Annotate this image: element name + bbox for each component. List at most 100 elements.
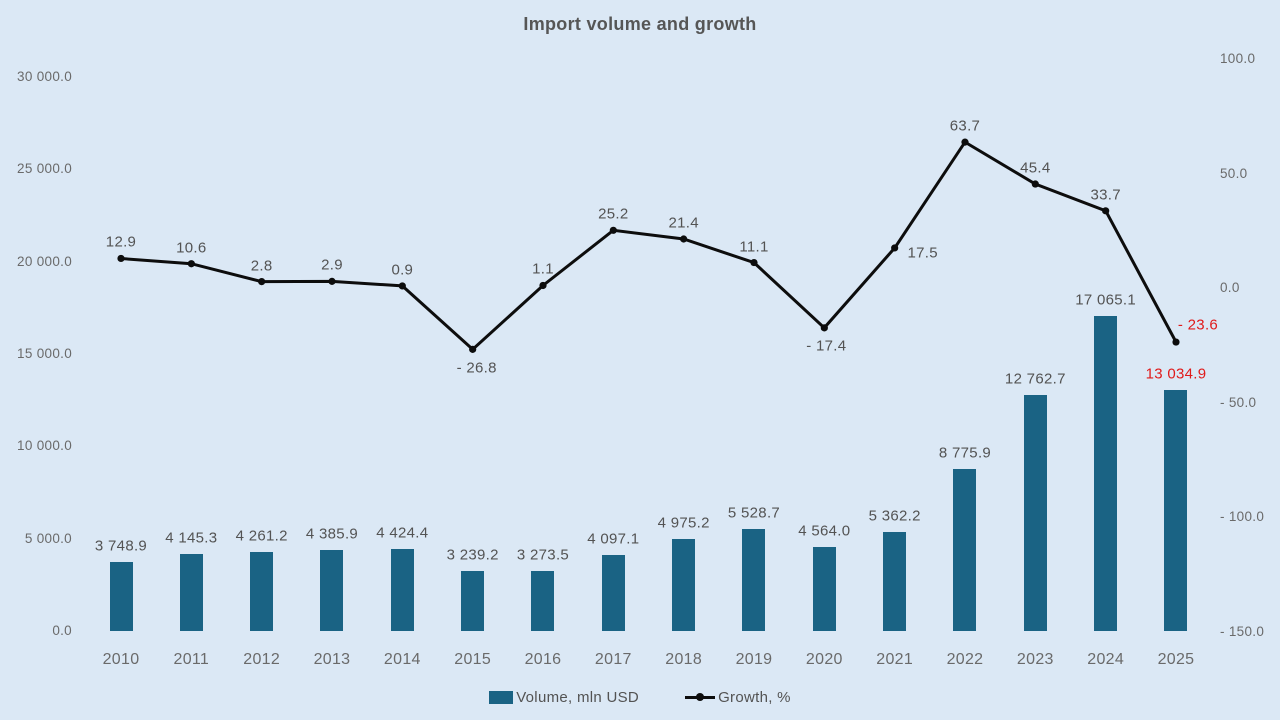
growth-point bbox=[539, 281, 547, 290]
volume-bar bbox=[109, 561, 133, 631]
volume-bar bbox=[601, 555, 625, 631]
growth-point bbox=[1031, 180, 1039, 188]
x-axis-label: 2013 bbox=[313, 651, 351, 668]
growth-point bbox=[820, 324, 828, 332]
volume-bar-label: 4 261.2 bbox=[235, 527, 288, 545]
volume-bar bbox=[320, 550, 344, 631]
volume-bar-label: 12 762.7 bbox=[1004, 370, 1066, 388]
left-axis-tick: 15 000.0 bbox=[17, 346, 72, 361]
left-axis-tick: 5 000.0 bbox=[24, 530, 72, 546]
growth-point-label: 33.7 bbox=[1090, 186, 1121, 204]
growth-point bbox=[961, 138, 969, 146]
legend-item-volume: Volume, mln USD bbox=[489, 689, 639, 706]
x-axis-label: 2011 bbox=[173, 651, 210, 668]
volume-bar-label: 4 097.1 bbox=[587, 530, 640, 548]
x-axis-label: 2024 bbox=[1087, 651, 1125, 668]
volume-bar bbox=[1023, 395, 1047, 631]
growth-point-label: 17.5 bbox=[907, 244, 938, 262]
x-axis-label: 2017 bbox=[594, 651, 632, 668]
volume-bar bbox=[953, 468, 977, 631]
volume-bar bbox=[250, 552, 274, 631]
volume-bar bbox=[390, 549, 414, 631]
volume-bar bbox=[883, 531, 907, 631]
left-axis-tick: 10 000.0 bbox=[17, 438, 72, 454]
volume-bar bbox=[742, 528, 766, 631]
left-axis-tick: 0.0 bbox=[52, 623, 72, 638]
x-axis-label: 2021 bbox=[876, 651, 914, 668]
volume-bar bbox=[179, 554, 203, 631]
growth-point bbox=[258, 277, 266, 286]
x-axis-label: 2020 bbox=[805, 651, 843, 668]
growth-point-label: 12.9 bbox=[105, 233, 137, 251]
volume-bar bbox=[461, 571, 485, 631]
volume-bar-label: 5 528.7 bbox=[727, 504, 781, 522]
x-axis-label: 2012 bbox=[243, 651, 281, 668]
x-axis-label: 2010 bbox=[102, 651, 140, 668]
growth-point bbox=[750, 258, 758, 267]
growth-point-label: - 17.4 bbox=[806, 337, 847, 355]
left-axis-tick: 20 000.0 bbox=[17, 253, 72, 269]
right-axis-tick: - 150.0 bbox=[1220, 623, 1265, 639]
volume-bar-label: 4 385.9 bbox=[305, 525, 359, 543]
growth-point bbox=[469, 345, 477, 353]
left-axis-tick: 25 000.0 bbox=[17, 161, 72, 177]
x-axis-label: 2022 bbox=[946, 651, 984, 668]
volume-bar-label: 4 424.4 bbox=[376, 524, 429, 542]
growth-point bbox=[328, 277, 336, 285]
chart-title: Import volume and growth bbox=[523, 14, 757, 34]
growth-point-label: 2.9 bbox=[321, 256, 343, 274]
right-axis-tick: 100.0 bbox=[1220, 51, 1256, 66]
volume-bar-label: 4 975.2 bbox=[657, 514, 710, 532]
growth-point bbox=[117, 254, 125, 263]
right-axis-tick: - 100.0 bbox=[1220, 509, 1265, 524]
right-axis-tick: 50.0 bbox=[1220, 165, 1248, 181]
right-axis-tick: - 50.0 bbox=[1220, 394, 1257, 410]
volume-bar-label: 5 362.2 bbox=[868, 507, 921, 525]
legend-label-volume: Volume, mln USD bbox=[516, 688, 640, 706]
volume-bar-label: 3 748.9 bbox=[94, 537, 148, 555]
growth-point bbox=[187, 260, 195, 268]
x-axis-label: 2014 bbox=[383, 651, 421, 668]
x-axis-label: 2025 bbox=[1157, 651, 1195, 668]
growth-point-label: 45.4 bbox=[1020, 159, 1051, 177]
growth-point-label: 2.8 bbox=[250, 257, 273, 275]
volume-bar-label: 4 145.3 bbox=[165, 529, 218, 547]
growth-point-label: 63.7 bbox=[949, 117, 981, 135]
growth-point bbox=[1172, 338, 1180, 346]
volume-bar bbox=[812, 546, 836, 631]
growth-point bbox=[1102, 207, 1110, 215]
growth-point bbox=[680, 235, 688, 243]
legend-label-growth: Growth, % bbox=[718, 688, 791, 706]
growth-point-label: - 26.8 bbox=[456, 359, 497, 377]
volume-bar bbox=[1094, 315, 1118, 631]
volume-bar bbox=[531, 570, 555, 631]
right-axis-tick: 0.0 bbox=[1220, 280, 1240, 295]
x-axis-label: 2018 bbox=[665, 651, 703, 668]
growth-point-label: - 23.6 bbox=[1177, 316, 1219, 334]
volume-bar-label: 17 065.1 bbox=[1075, 291, 1137, 309]
growth-point-label: 21.4 bbox=[668, 214, 699, 232]
volume-bar-label: 8 775.9 bbox=[938, 444, 992, 462]
growth-point-label: 10.6 bbox=[176, 239, 207, 257]
volume-bar bbox=[1164, 390, 1188, 631]
growth-point-label: 1.1 bbox=[532, 260, 554, 278]
growth-point bbox=[891, 244, 899, 252]
growth-point bbox=[398, 282, 406, 290]
x-axis-label: 2019 bbox=[735, 651, 773, 668]
growth-point bbox=[609, 226, 617, 234]
x-axis-label: 2015 bbox=[454, 651, 492, 668]
line-marker-dot-icon bbox=[696, 693, 705, 701]
volume-bar-label: 3 273.5 bbox=[516, 546, 570, 564]
legend-item-growth: Growth, % bbox=[685, 689, 791, 706]
growth-point-label: 11.1 bbox=[739, 238, 769, 256]
volume-bar-label: 13 034.9 bbox=[1145, 365, 1207, 383]
growth-line-swatch-icon bbox=[685, 693, 716, 701]
volume-bar-swatch-icon bbox=[489, 690, 514, 704]
left-axis-tick: 30 000.0 bbox=[17, 69, 72, 84]
growth-point-label: 0.9 bbox=[391, 261, 414, 279]
volume-bar-label: 3 239.2 bbox=[446, 546, 499, 564]
volume-bar bbox=[672, 539, 696, 631]
x-axis-label: 2016 bbox=[524, 651, 562, 668]
legend: Volume, mln USD Growth, % bbox=[0, 686, 1280, 708]
